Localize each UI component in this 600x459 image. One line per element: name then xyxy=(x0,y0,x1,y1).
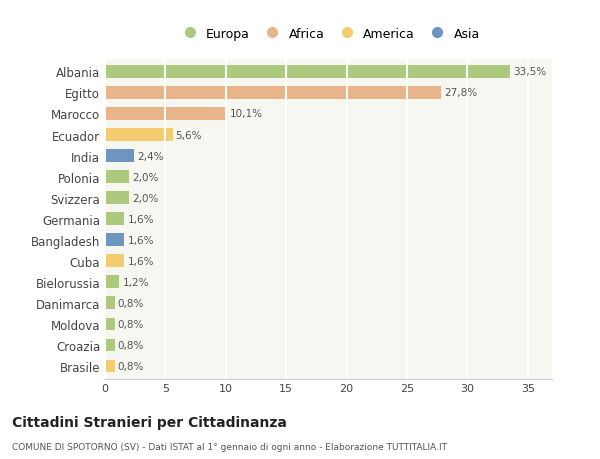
Bar xyxy=(105,108,227,121)
Text: 1,6%: 1,6% xyxy=(127,256,154,266)
Text: 5,6%: 5,6% xyxy=(176,130,202,140)
Text: 0,8%: 0,8% xyxy=(118,340,144,350)
Legend: Europa, Africa, America, Asia: Europa, Africa, America, Asia xyxy=(177,28,480,40)
Bar xyxy=(105,339,115,352)
Text: 1,6%: 1,6% xyxy=(127,235,154,245)
Bar xyxy=(105,297,115,309)
Bar xyxy=(105,171,129,184)
Text: 33,5%: 33,5% xyxy=(513,67,546,77)
Bar xyxy=(105,360,115,372)
Text: 10,1%: 10,1% xyxy=(230,109,263,119)
Text: 1,2%: 1,2% xyxy=(122,277,149,287)
Text: 0,8%: 0,8% xyxy=(118,298,144,308)
Text: 2,0%: 2,0% xyxy=(132,193,158,203)
Text: 0,8%: 0,8% xyxy=(118,361,144,371)
Bar xyxy=(105,255,124,268)
Text: COMUNE DI SPOTORNO (SV) - Dati ISTAT al 1° gennaio di ogni anno - Elaborazione T: COMUNE DI SPOTORNO (SV) - Dati ISTAT al … xyxy=(12,442,447,451)
Text: Cittadini Stranieri per Cittadinanza: Cittadini Stranieri per Cittadinanza xyxy=(12,415,287,429)
Bar xyxy=(105,192,129,204)
Bar xyxy=(105,213,124,225)
Text: 27,8%: 27,8% xyxy=(444,88,477,98)
Bar xyxy=(105,87,441,100)
Bar xyxy=(105,318,115,330)
Bar xyxy=(105,234,124,246)
Bar xyxy=(105,150,134,162)
Bar xyxy=(105,276,119,288)
Text: 1,6%: 1,6% xyxy=(127,214,154,224)
Bar xyxy=(105,129,173,141)
Text: 2,0%: 2,0% xyxy=(132,172,158,182)
Text: 0,8%: 0,8% xyxy=(118,319,144,329)
Text: 2,4%: 2,4% xyxy=(137,151,164,161)
Bar xyxy=(105,66,510,78)
